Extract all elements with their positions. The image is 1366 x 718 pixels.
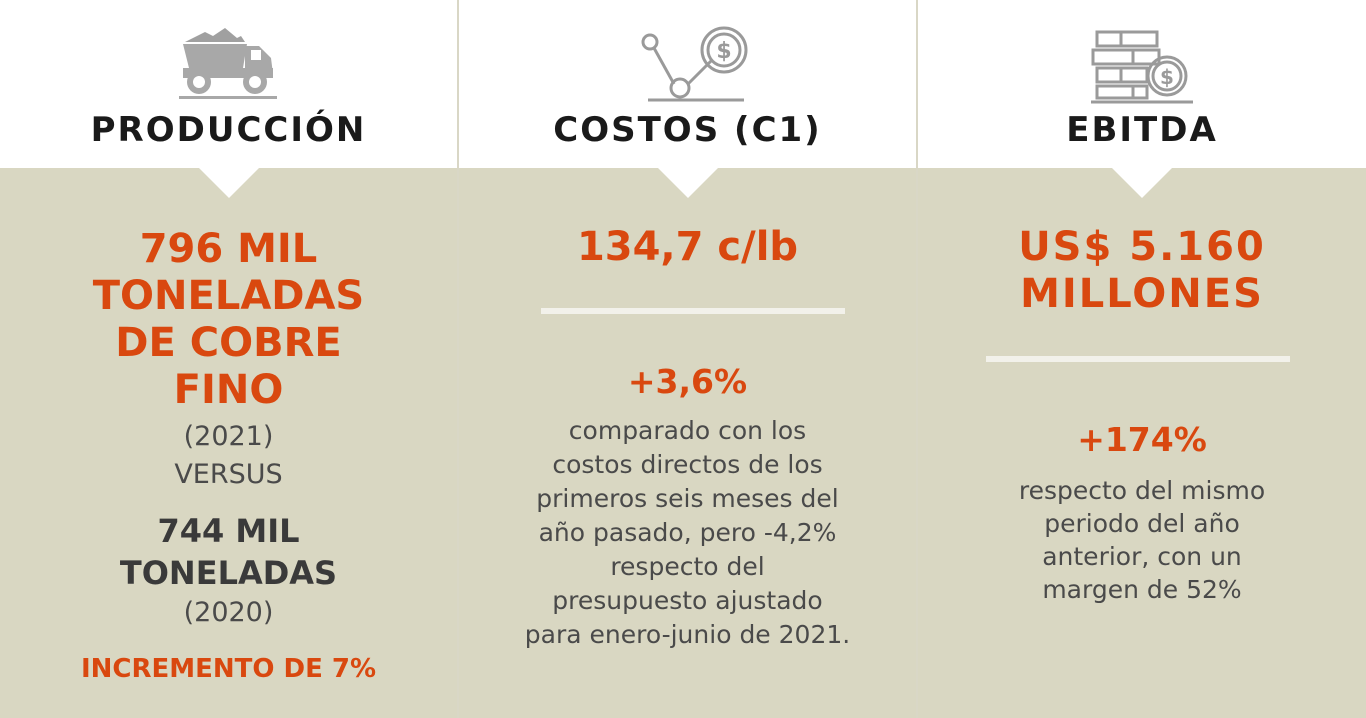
costos-value: 134,7 c/lb (576, 224, 799, 270)
costos-body (459, 168, 916, 718)
costos-desc-line: para enero-junio de 2021. (524, 620, 851, 649)
ebitda-panel: $ EBITDA US$ 5.160 MILLONES +174% respec… (918, 0, 1366, 718)
ebitda-header: $ EBITDA (918, 0, 1366, 168)
costos-panel: $ COSTOS (C1) 134,7 c/lb +3,6% comparado… (459, 0, 916, 718)
dump-truck-icon (178, 28, 277, 99)
produccion-main-line: FINO (173, 367, 284, 413)
produccion-versus: VERSUS (174, 459, 283, 490)
costos-description: comparado con los costos directos de los… (459, 414, 916, 652)
produccion-prev-line: TONELADAS (119, 554, 338, 592)
produccion-increase: INCREMENTO DE 7% (80, 654, 377, 684)
costos-change: +3,6% (627, 362, 748, 401)
costos-desc-line: primeros seis meses del (536, 484, 839, 513)
produccion-panel: PRODUCCIÓN 796 MIL TONELADAS DE COBRE FI… (0, 0, 457, 718)
produccion-notch (198, 168, 259, 198)
column-divider (457, 0, 459, 718)
produccion-year-2021: (2021) (183, 421, 274, 452)
costos-desc-line: comparado con los (568, 416, 807, 445)
produccion-main-line: TONELADAS (92, 273, 365, 319)
produccion-title: PRODUCCIÓN (90, 110, 367, 150)
produccion-main-line: DE COBRE (115, 320, 342, 366)
ebitda-change: +174% (1077, 420, 1207, 459)
ebitda-notch (1112, 168, 1172, 198)
costos-desc-line: costos directos de los (552, 450, 823, 479)
ebitda-value-line: US$ 5.160 (1018, 224, 1266, 270)
costos-header: $ COSTOS (C1) (459, 0, 916, 168)
costos-title: COSTOS (C1) (553, 110, 822, 150)
ebitda-body (918, 168, 1366, 718)
costos-notch (657, 168, 718, 198)
svg-text:$: $ (1160, 65, 1174, 89)
svg-text:$: $ (716, 39, 731, 64)
produccion-previous-value: 744 MIL TONELADAS (0, 510, 457, 594)
produccion-main-line: 796 MIL (139, 226, 318, 272)
money-stack-dollar-icon: $ (1091, 30, 1193, 104)
produccion-main-value: 796 MIL TONELADAS DE COBRE FINO (0, 226, 457, 414)
produccion-header: PRODUCCIÓN (0, 0, 457, 168)
produccion-year-2020: (2020) (183, 597, 274, 628)
ebitda-value: US$ 5.160 MILLONES (918, 224, 1366, 318)
ebitda-desc-line: periodo del año (1044, 509, 1240, 538)
ebitda-desc-line: respecto del mismo (1018, 476, 1266, 505)
ebitda-value-line: MILLONES (1020, 271, 1264, 317)
costos-desc-line: respecto del (610, 552, 765, 581)
costos-desc-line: presupuesto ajustado (552, 586, 823, 615)
costos-divider (541, 308, 845, 314)
ebitda-desc-line: anterior, con un (1042, 542, 1242, 571)
column-divider (916, 0, 918, 718)
costos-desc-line: año pasado, pero -4,2% (538, 518, 837, 547)
cost-dollar-icon: $ (641, 26, 747, 102)
ebitda-title: EBITDA (1066, 110, 1218, 150)
produccion-prev-line: 744 MIL (157, 512, 300, 550)
ebitda-description: respecto del mismo periodo del año anter… (918, 474, 1366, 606)
produccion-body (0, 168, 457, 718)
ebitda-desc-line: margen de 52% (1042, 575, 1242, 604)
ebitda-divider (986, 356, 1290, 362)
